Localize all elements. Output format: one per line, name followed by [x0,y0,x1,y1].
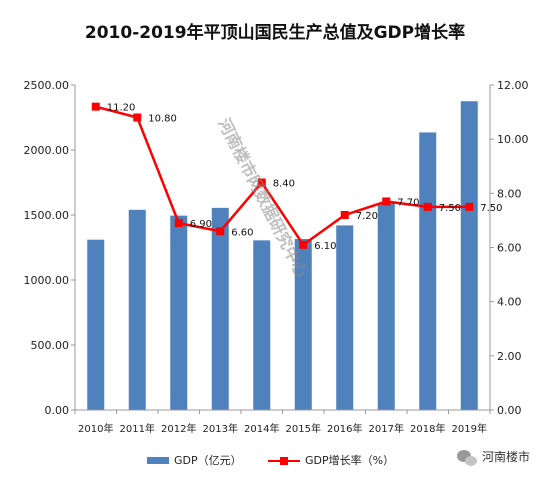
brand: 河南楼市 [457,449,530,466]
right-tick-label: 2.00 [497,350,522,363]
growth-point [257,178,266,187]
legend-line-marker [280,457,288,465]
growth-data-label: 11.20 [107,103,136,114]
growth-point [465,202,474,211]
right-tick-label: 0.00 [497,404,522,417]
growth-data-label: 6.90 [190,219,212,230]
x-tick-label: 2012年 [161,422,196,435]
right-tick-label: 10.00 [497,133,529,146]
left-axis: 0.00 500.00 1000.00 1500.00 2000.00 2500.00 [24,79,76,417]
gdp-bar [128,209,146,410]
growth-point [423,202,432,211]
x-tick-label: 2014年 [244,422,279,435]
wechat-icon [457,450,477,466]
x-tick-label: 2016年 [327,422,362,435]
growth-data-label: 7.50 [439,203,461,214]
chart-title: 2010-2019年平顶山国民生产总值及GDP增长率 [85,22,465,43]
gdp-bar [253,240,271,410]
growth-data-label: 7.20 [356,211,378,222]
growth-point [340,211,349,219]
growth-data-label: 7.50 [480,203,502,214]
right-tick-label: 4.00 [497,296,522,309]
gdp-bar [170,215,188,410]
left-tick-label: 2000.00 [24,144,70,157]
x-tick-label: 2015年 [286,422,321,435]
x-tick-label: 2011年 [120,422,155,435]
left-tick-label: 500.00 [31,339,70,352]
left-tick-label: 2500.00 [24,79,70,92]
growth-point [382,197,391,206]
right-axis: 0.00 2.00 4.00 6.00 8.00 10.00 12.00 [489,79,529,417]
gdp-bar [87,239,105,410]
growth-point [299,240,308,249]
gdp-bars [87,101,478,410]
right-tick-label: 12.00 [497,79,529,92]
left-tick-label: 0.00 [45,404,70,417]
legend-gdp-label: GDP（亿元） [174,454,242,467]
gdp-bar [419,132,437,410]
gdp-bar [336,225,354,410]
right-tick-label: 6.00 [497,242,522,255]
growth-data-label: 10.80 [148,114,177,125]
x-tick-label: 2010年 [78,422,113,435]
x-tick-label: 2017年 [369,422,404,435]
growth-labels: 11.20 10.80 6.90 6.60 8.40 6.10 7.20 7.70 7.50 7.… [107,103,503,252]
growth-point [174,219,183,228]
growth-data-label: 8.40 [273,179,295,190]
x-axis: 2010年 2011年 2012年 2013年 2014年 2015年 2016年 2017年… [74,409,491,435]
legend: GDP（亿元） GDP增长率（%） [147,453,394,467]
growth-data-label: 6.60 [231,227,253,238]
x-tick-label: 2019年 [452,422,487,435]
gdp-bar [460,101,478,410]
gdp-bar [377,203,395,410]
right-tick-label: 8.00 [497,187,522,200]
x-tick-label: 2018年 [410,422,445,435]
growth-line [91,102,474,249]
growth-point [133,113,142,122]
left-tick-label: 1500.00 [24,209,70,222]
gdp-bar [211,207,229,410]
gdp-bar [294,239,312,410]
growth-data-label: 6.10 [314,241,336,252]
legend-bar-swatch [147,457,169,464]
x-tick-label: 2013年 [203,422,238,435]
brand-name: 河南楼市 [482,449,530,464]
legend-growth-label: GDP增长率（%） [305,453,394,467]
growth-point [91,102,100,111]
growth-point [216,227,225,236]
growth-data-label: 7.70 [397,197,419,208]
left-tick-label: 1000.00 [24,274,70,287]
growth-polyline [95,105,470,247]
